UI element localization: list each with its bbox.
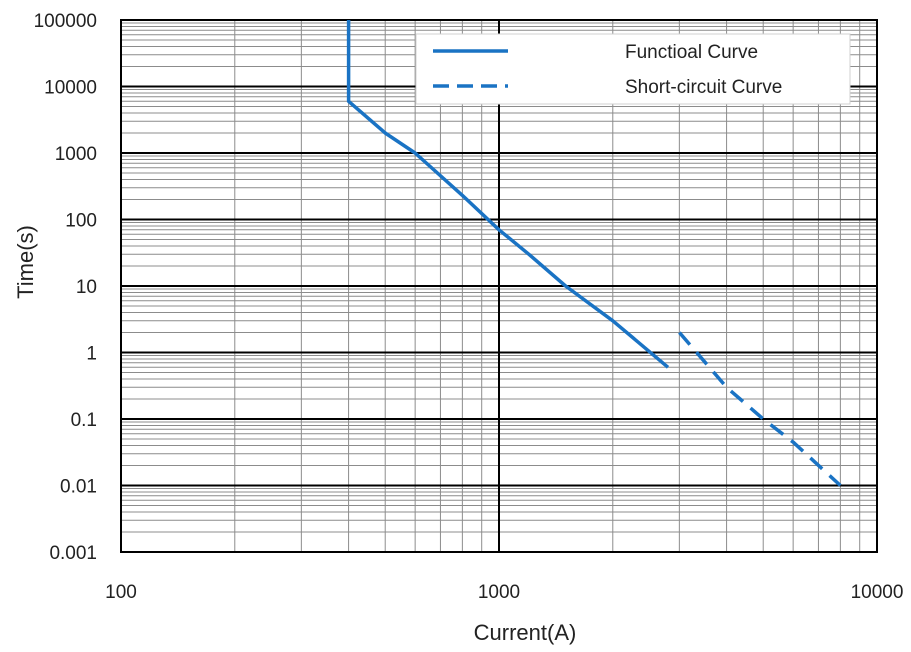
tick-labels: 100 1000 10000 100000 10000 1000 100 10 1 0.1 0.01… [34, 11, 904, 603]
y-tick-label: 10000 [44, 78, 97, 99]
y-tick-label: 0.1 [71, 410, 97, 431]
x-tick-label: 1000 [478, 582, 520, 603]
x-tick-label: 10000 [851, 582, 904, 603]
y-tick-label: 100000 [34, 11, 97, 32]
legend-box [415, 33, 851, 105]
legend-label-functional: Functioal Curve [625, 42, 758, 63]
axis-labels: Current(A) Time(s) [13, 225, 576, 645]
y-tick-label: 10 [76, 277, 97, 298]
series-line-functional [346, 20, 670, 369]
x-tick-label: 100 [105, 582, 137, 603]
legend: Functioal Curve Short-circuit Curve [415, 33, 851, 105]
y-axis-title: Time(s) [13, 225, 38, 299]
y-tick-label: 1000 [55, 144, 97, 165]
x-axis-title: Current(A) [474, 620, 577, 645]
legend-label-short-circuit: Short-circuit Curve [625, 77, 782, 98]
y-tick-label: 100 [65, 211, 97, 232]
y-tick-label: 0.01 [60, 477, 97, 498]
y-tick-label: 1 [86, 344, 97, 365]
plot-frame [120, 19, 878, 553]
y-tick-label: 0.001 [49, 543, 97, 564]
series-layer [346, 20, 842, 487]
